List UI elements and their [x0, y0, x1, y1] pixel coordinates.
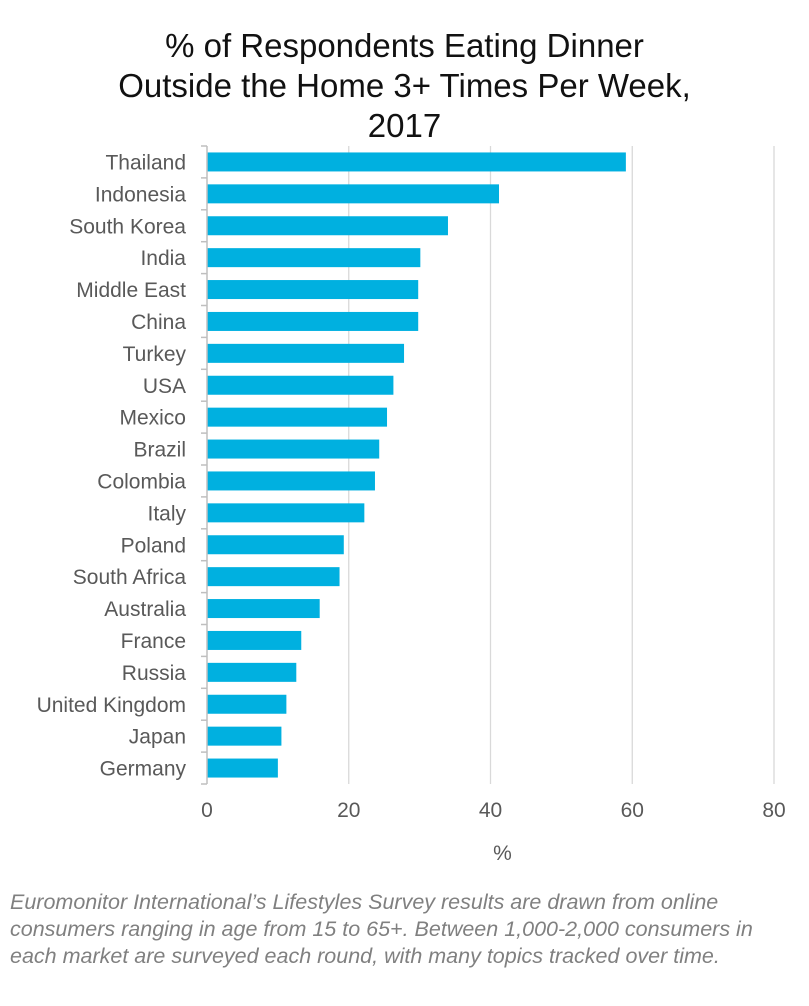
category-label-thailand: Thailand — [105, 151, 186, 174]
bar-south-africa — [207, 567, 340, 587]
bar-australia — [207, 599, 320, 619]
x-tick-labels: 0 20 40 60 80 — [201, 799, 786, 822]
category-label-south-korea: South Korea — [69, 215, 186, 238]
bar-usa — [207, 375, 394, 395]
bar-middle-east — [207, 280, 419, 300]
gridlines — [348, 146, 775, 784]
category-label-france: France — [121, 630, 186, 653]
bar-indonesia — [207, 184, 500, 204]
category-label-india: India — [140, 247, 186, 270]
category-label-turkey: Turkey — [123, 343, 187, 366]
category-label-mexico: Mexico — [119, 407, 186, 430]
x-tick-label-40: 40 — [479, 799, 502, 822]
category-label-china: China — [131, 311, 186, 334]
bar-france — [207, 630, 302, 650]
bar-italy — [207, 503, 365, 523]
x-tick-label-60: 60 — [621, 799, 644, 822]
bar-poland — [207, 535, 344, 555]
chart-title: % of Respondents Eating Dinner Outside t… — [0, 26, 809, 146]
x-tick-label-80: 80 — [762, 799, 785, 822]
category-label-australia: Australia — [104, 598, 186, 621]
chart-title-line-2: Outside the Home 3+ Times Per Week, — [118, 67, 691, 104]
bar-mexico — [207, 407, 388, 427]
category-label-colombia: Colombia — [97, 470, 186, 493]
x-tick-label-0: 0 — [201, 799, 213, 822]
chart-title-line-3: 2017 — [367, 107, 442, 144]
category-label-middle-east: Middle East — [76, 279, 186, 302]
category-label-united-kingdom: United Kingdom — [37, 694, 186, 717]
bar-brazil — [207, 439, 380, 459]
bar-china — [207, 311, 419, 331]
bar-turkey — [207, 343, 405, 363]
category-label-germany: Germany — [100, 758, 187, 781]
category-labels: Thailand Indonesia South Korea India Middle … — [37, 151, 187, 780]
bar-russia — [207, 662, 297, 682]
bar-colombia — [207, 471, 375, 491]
category-label-poland: Poland — [121, 534, 186, 557]
bar-south-korea — [207, 216, 448, 236]
bar-united-kingdom — [207, 694, 287, 714]
category-label-japan: Japan — [129, 726, 186, 749]
bar-japan — [207, 726, 282, 746]
x-axis-title: % — [493, 842, 512, 865]
bars — [207, 152, 626, 778]
category-label-indonesia: Indonesia — [95, 183, 186, 206]
chart-title-line-1: % of Respondents Eating Dinner — [165, 27, 644, 64]
category-label-south-africa: South Africa — [73, 566, 187, 589]
category-label-brazil: Brazil — [133, 439, 186, 462]
bar-germany — [207, 758, 278, 778]
category-label-russia: Russia — [122, 662, 187, 685]
bar-chart: Thailand Indonesia South Korea India Middle … — [37, 145, 786, 865]
category-label-italy: Italy — [147, 502, 186, 525]
bar-india — [207, 248, 421, 268]
footnote: Euromonitor International’s Lifestyles S… — [10, 890, 753, 968]
category-label-usa: USA — [143, 375, 186, 398]
axes — [201, 145, 208, 785]
x-tick-label-20: 20 — [337, 799, 360, 822]
bar-thailand — [207, 152, 626, 172]
